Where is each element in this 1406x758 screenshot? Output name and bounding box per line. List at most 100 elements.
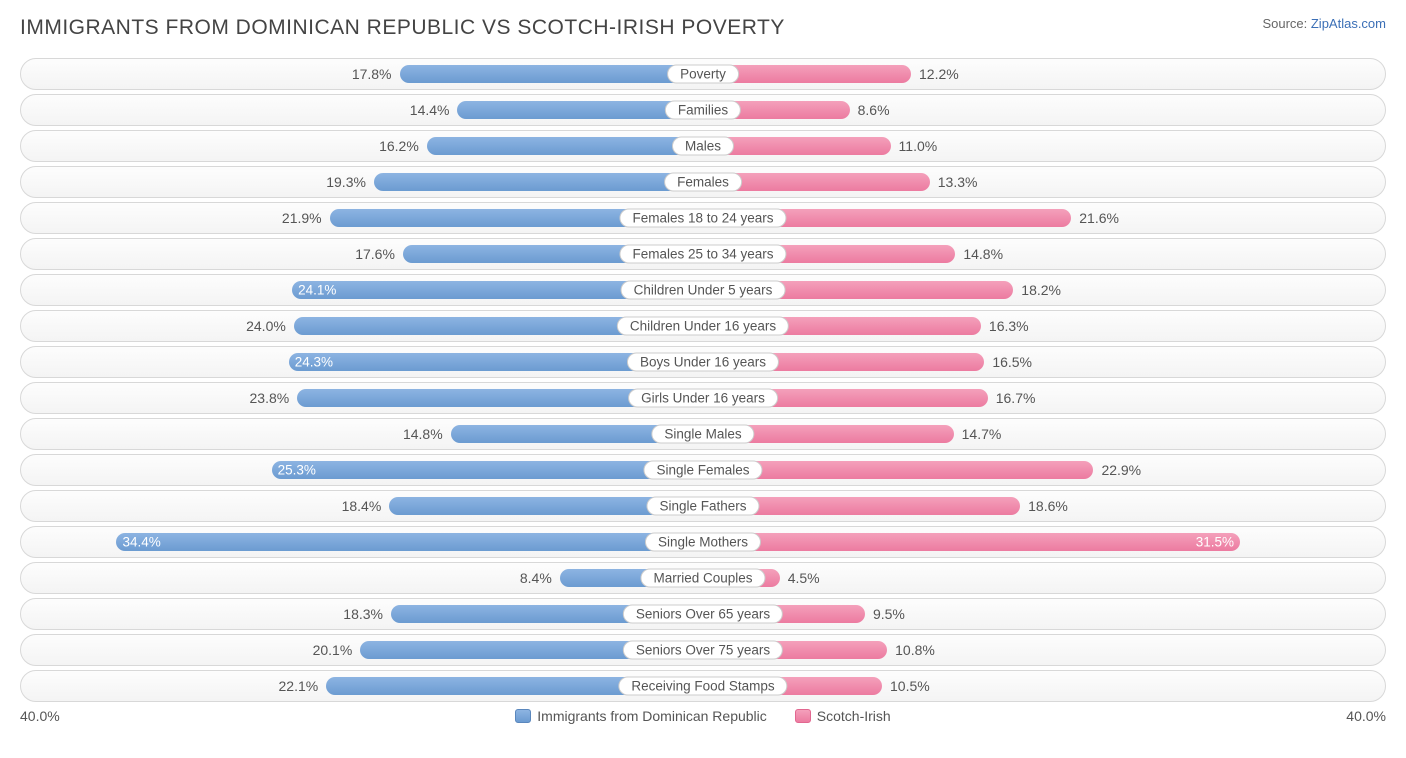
legend: Immigrants from Dominican Republic Scotc… [515, 708, 890, 724]
left-value-label: 8.4% [520, 570, 560, 586]
chart-row: 20.1% 10.8% Seniors Over 75 years [20, 634, 1386, 666]
row-right-half: 22.9% [703, 455, 1385, 485]
left-value-label: 18.4% [342, 498, 390, 514]
category-label: Girls Under 16 years [628, 389, 778, 408]
left-value-label: 25.3% [278, 463, 316, 478]
axis-max-left: 40.0% [20, 708, 100, 724]
category-label: Females [664, 173, 742, 192]
legend-swatch-pink [795, 709, 811, 723]
left-value-label: 17.6% [355, 246, 403, 262]
chart-row: 18.4% 18.6% Single Fathers [20, 490, 1386, 522]
row-left-half: 34.4% [21, 527, 703, 557]
chart-row: 22.1% 10.5%Receiving Food Stamps [20, 670, 1386, 702]
row-left-half: 24.1% [21, 275, 703, 305]
left-value-label: 18.3% [343, 606, 391, 622]
right-value-label: 21.6% [1071, 210, 1119, 226]
right-value-label: 18.2% [1013, 282, 1061, 298]
right-value-label: 18.6% [1020, 498, 1068, 514]
chart-row: 18.3% 9.5% Seniors Over 65 years [20, 598, 1386, 630]
left-value-label: 24.0% [246, 318, 294, 334]
row-left-half: 23.8% [21, 383, 703, 413]
row-right-half: 16.7% [703, 383, 1385, 413]
chart-row: 19.3% 13.3% Females [20, 166, 1386, 198]
left-value-label: 22.1% [279, 678, 327, 694]
legend-item-right: Scotch-Irish [795, 708, 891, 724]
row-right-half: 9.5% [703, 599, 1385, 629]
row-left-half: 21.9% [21, 203, 703, 233]
chart-row: 24.0% 16.3% Children Under 16 years [20, 310, 1386, 342]
category-label: Males [672, 137, 734, 156]
row-left-half: 14.4% [21, 95, 703, 125]
right-value-label: 13.3% [930, 174, 978, 190]
left-value-label: 23.8% [250, 390, 298, 406]
legend-label-right: Scotch-Irish [817, 708, 891, 724]
left-bar: 19.3% [374, 173, 703, 191]
chart-row: 14.4% 8.6% Families [20, 94, 1386, 126]
right-value-label: 14.8% [955, 246, 1003, 262]
right-value-label: 22.9% [1093, 462, 1141, 478]
category-label: Females 25 to 34 years [619, 245, 786, 264]
chart-row: 24.1%18.2%Children Under 5 years [20, 274, 1386, 306]
row-left-half: 8.4% [21, 563, 703, 593]
row-right-half: 4.5% [703, 563, 1385, 593]
left-value-label: 34.4% [122, 535, 160, 550]
category-label: Seniors Over 65 years [623, 605, 783, 624]
row-left-half: 24.3% [21, 347, 703, 377]
category-label: Single Females [643, 461, 762, 480]
category-label: Single Fathers [646, 497, 759, 516]
row-left-half: 25.3% [21, 455, 703, 485]
category-label: Poverty [667, 65, 739, 84]
right-value-label: 4.5% [780, 570, 820, 586]
row-right-half: 18.6% [703, 491, 1385, 521]
category-label: Females 18 to 24 years [619, 209, 786, 228]
left-value-label: 16.2% [379, 138, 427, 154]
category-label: Single Mothers [645, 533, 761, 552]
chart-title: IMMIGRANTS FROM DOMINICAN REPUBLIC VS SC… [20, 16, 785, 40]
row-right-half: 12.2% [703, 59, 1385, 89]
category-label: Receiving Food Stamps [618, 677, 787, 696]
category-label: Families [665, 101, 741, 120]
chart-footer: 40.0% Immigrants from Dominican Republic… [20, 708, 1386, 724]
diverging-bar-chart: 17.8%12.2%Poverty14.4%8.6%Families16.2%1… [20, 58, 1386, 702]
source-prefix: Source: [1262, 16, 1310, 31]
chart-row: 14.8% 14.7% Single Males [20, 418, 1386, 450]
legend-item-left: Immigrants from Dominican Republic [515, 708, 767, 724]
chart-row: 24.3%16.5%Boys Under 16 years [20, 346, 1386, 378]
left-value-label: 24.1% [298, 283, 336, 298]
left-bar: 25.3% [272, 461, 703, 479]
row-left-half: 17.6% [21, 239, 703, 269]
row-left-half: 16.2% [21, 131, 703, 161]
chart-row: 23.8% 16.7% Girls Under 16 years [20, 382, 1386, 414]
left-value-label: 14.4% [410, 102, 458, 118]
category-label: Single Males [651, 425, 754, 444]
right-value-label: 8.6% [850, 102, 890, 118]
chart-row: 8.4%4.5%Married Couples [20, 562, 1386, 594]
row-left-half: 18.3% [21, 599, 703, 629]
right-value-label: 16.3% [981, 318, 1029, 334]
right-value-label: 9.5% [865, 606, 905, 622]
row-right-half: 13.3% [703, 167, 1385, 197]
right-value-label: 14.7% [954, 426, 1002, 442]
left-value-label: 24.3% [295, 355, 333, 370]
chart-source: Source: ZipAtlas.com [1262, 16, 1386, 31]
row-right-half: 10.5% [703, 671, 1385, 701]
category-label: Seniors Over 75 years [623, 641, 783, 660]
right-value-label: 16.7% [988, 390, 1036, 406]
row-right-half: 14.7% [703, 419, 1385, 449]
row-right-half: 21.6% [703, 203, 1385, 233]
row-left-half: 20.1% [21, 635, 703, 665]
row-left-half: 22.1% [21, 671, 703, 701]
row-left-half: 14.8% [21, 419, 703, 449]
category-label: Children Under 16 years [617, 317, 789, 336]
chart-row: 17.6% 14.8% Females 25 to 34 years [20, 238, 1386, 270]
right-value-label: 10.8% [887, 642, 935, 658]
chart-row: 21.9% 21.6% Females 18 to 24 years [20, 202, 1386, 234]
row-right-half: 10.8% [703, 635, 1385, 665]
row-right-half: 8.6% [703, 95, 1385, 125]
source-link[interactable]: ZipAtlas.com [1311, 16, 1386, 31]
row-right-half: 18.2% [703, 275, 1385, 305]
category-label: Boys Under 16 years [627, 353, 779, 372]
left-value-label: 20.1% [313, 642, 361, 658]
left-bar: 16.2% [427, 137, 703, 155]
chart-row: 17.8%12.2%Poverty [20, 58, 1386, 90]
